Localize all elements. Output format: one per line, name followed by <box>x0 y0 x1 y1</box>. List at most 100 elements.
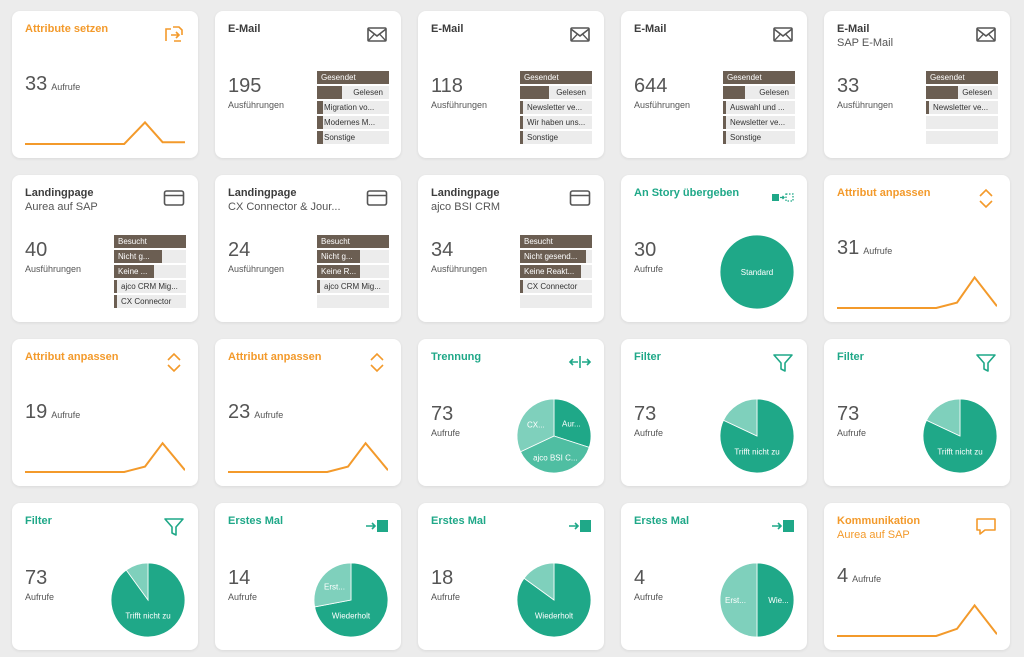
bar-row[interactable]: Sonstige <box>317 131 389 144</box>
bar-row[interactable]: Keine ... <box>114 265 186 278</box>
bar-label: Auswahl und ... <box>730 103 785 112</box>
bar-row[interactable] <box>926 131 998 144</box>
stat-value: 118 <box>431 75 463 97</box>
pie-chart: Trifft nicht zu <box>922 398 998 474</box>
widget-card-email-1[interactable]: E-Mail 195 Ausführungen Gesendet Gelesen Migr… <box>215 11 401 158</box>
pie-slice[interactable] <box>925 398 961 437</box>
pie-slice[interactable] <box>519 435 590 474</box>
stat-value: 30 <box>634 239 657 261</box>
widget-card-email-4[interactable]: E-Mail SAP E-Mail 33 Ausführungen Gesendet Ge… <box>824 11 1010 158</box>
bar-row[interactable]: ajco CRM Mig... <box>114 280 186 293</box>
bar-fill <box>114 265 154 278</box>
bar-row[interactable]: Keine Reakt... <box>520 265 592 278</box>
bar-row[interactable]: CX Connector <box>520 280 592 293</box>
pie-slice[interactable] <box>523 562 555 601</box>
trend-chart-svg <box>837 275 997 309</box>
handover-icon <box>771 187 795 209</box>
card-header: Landingpage ajco BSI CRM <box>431 186 562 214</box>
trend-chart <box>25 106 185 146</box>
bar-label: Besucht <box>321 237 350 246</box>
bar-fill <box>520 101 523 114</box>
trend-chart <box>837 270 997 310</box>
bar-row[interactable]: Besucht <box>114 235 186 248</box>
bar-row[interactable]: Migration vo... <box>317 101 389 114</box>
widget-card-attr-adj-1[interactable]: Attribut anpassen 31 Aufrufe <box>824 175 1010 322</box>
mail-icon <box>568 23 592 45</box>
pie-slice[interactable] <box>722 398 758 437</box>
pie-slice[interactable] <box>553 398 592 448</box>
breakdown-bars: Gesendet Gelesen Auswahl und ... Newsletter… <box>723 71 795 146</box>
stat-block: 33 Ausführungen <box>837 75 893 110</box>
bar-row[interactable]: Gelesen <box>723 86 795 99</box>
pie-slice[interactable] <box>719 562 758 638</box>
widget-card-email-2[interactable]: E-Mail 118 Ausführungen Gesendet Gelesen News… <box>418 11 604 158</box>
bar-row[interactable]: Newsletter ve... <box>926 101 998 114</box>
bar-row[interactable]: Modernes M... <box>317 116 389 129</box>
widget-card-email-3[interactable]: E-Mail 644 Ausführungen Gesendet Gelesen Ausw… <box>621 11 807 158</box>
bar-row[interactable]: Gesendet <box>317 71 389 84</box>
stat-value: 34 <box>431 239 454 261</box>
bar-row[interactable]: Newsletter ve... <box>723 116 795 129</box>
card-header: E-Mail SAP E-Mail <box>837 22 968 50</box>
widget-card-comm[interactable]: Kommunikation Aurea auf SAP 4 Aufrufe <box>824 503 1010 650</box>
widget-card-first-1[interactable]: Erstes Mal 14 Aufrufe Wiederholt Erst... <box>215 503 401 650</box>
widget-card-lp-2[interactable]: Landingpage CX Connector & Jour... 24 Ausfü… <box>215 175 401 322</box>
bar-row[interactable]: Gesendet <box>926 71 998 84</box>
widget-card-first-2[interactable]: Erstes Mal 18 Aufrufe Wiederholt <box>418 503 604 650</box>
widget-card-split[interactable]: Trennung 73 Aufrufe Aur... ajco BSI C... CX..… <box>418 339 604 486</box>
attribute-set-icon <box>162 23 186 45</box>
browser-icon <box>162 187 186 209</box>
widget-card-attr-adj-2[interactable]: Attribut anpassen 19 Aufrufe <box>12 339 198 486</box>
pie-slice[interactable] <box>516 398 555 453</box>
bar-row[interactable]: Besucht <box>317 235 389 248</box>
widget-card-filter-3[interactable]: Filter 73 Aufrufe Trifft nicht zu <box>12 503 198 650</box>
bar-fill <box>723 131 726 144</box>
widget-card-filter-1[interactable]: Filter 73 Aufrufe Trifft nicht zu <box>621 339 807 486</box>
bar-row[interactable]: Nicht gesend... <box>520 250 592 263</box>
bar-row[interactable]: CX Connector <box>114 295 186 308</box>
bar-row[interactable]: ajco CRM Mig... <box>317 280 389 293</box>
widget-card-attr-set[interactable]: Attribute setzen 33 Aufrufe <box>12 11 198 158</box>
bar-label: Gesendet <box>930 73 965 82</box>
bar-row[interactable]: Gesendet <box>520 71 592 84</box>
bar-row[interactable]: Nicht g... <box>317 250 389 263</box>
bar-row[interactable]: Gelesen <box>926 86 998 99</box>
widget-card-filter-2[interactable]: Filter 73 Aufrufe Trifft nicht zu <box>824 339 1010 486</box>
bar-label: Wir haben uns... <box>527 118 586 127</box>
bar-row[interactable]: Nicht g... <box>114 250 186 263</box>
bar-row[interactable]: Wir haben uns... <box>520 116 592 129</box>
widget-card-attr-adj-3[interactable]: Attribut anpassen 23 Aufrufe <box>215 339 401 486</box>
bar-row[interactable]: Gelesen <box>317 86 389 99</box>
card-title: Attribut anpassen <box>25 351 119 363</box>
bar-label: Keine R... <box>321 267 357 276</box>
stat-value: 73 <box>431 403 454 425</box>
card-header: Erstes Mal <box>228 514 359 528</box>
bar-label: Sonstige <box>730 133 762 142</box>
card-header: Erstes Mal <box>634 514 765 528</box>
bar-row[interactable]: Gesendet <box>723 71 795 84</box>
widget-card-lp-3[interactable]: Landingpage ajco BSI CRM 34 Ausführungen Bes… <box>418 175 604 322</box>
pie-slice[interactable] <box>719 234 795 310</box>
bar-row[interactable]: Sonstige <box>520 131 592 144</box>
widget-card-first-3[interactable]: Erstes Mal 4 Aufrufe Wie... Erst... <box>621 503 807 650</box>
bar-label: Keine ... <box>118 267 148 276</box>
bar-row[interactable] <box>520 295 592 308</box>
bar-row[interactable]: Auswahl und ... <box>723 101 795 114</box>
bar-row[interactable]: Newsletter ve... <box>520 101 592 114</box>
first-time-icon <box>568 515 592 537</box>
bar-row[interactable]: Gelesen <box>520 86 592 99</box>
bar-row[interactable] <box>317 295 389 308</box>
pie-slice[interactable] <box>756 562 795 638</box>
pie-slice[interactable] <box>125 562 149 602</box>
bar-row[interactable] <box>926 116 998 129</box>
bar-label: Newsletter ve... <box>730 118 786 127</box>
bar-fill <box>317 265 361 278</box>
widget-card-story[interactable]: An Story übergeben 30 Aufrufe Standard <box>621 175 807 322</box>
widget-card-lp-1[interactable]: Landingpage Aurea auf SAP 40 Ausführungen Be… <box>12 175 198 322</box>
bar-row[interactable]: Keine R... <box>317 265 389 278</box>
bar-row[interactable]: Besucht <box>520 235 592 248</box>
bar-label: Gelesen <box>962 88 992 97</box>
bar-fill <box>317 101 323 114</box>
pie-slice[interactable] <box>313 562 352 608</box>
bar-row[interactable]: Sonstige <box>723 131 795 144</box>
